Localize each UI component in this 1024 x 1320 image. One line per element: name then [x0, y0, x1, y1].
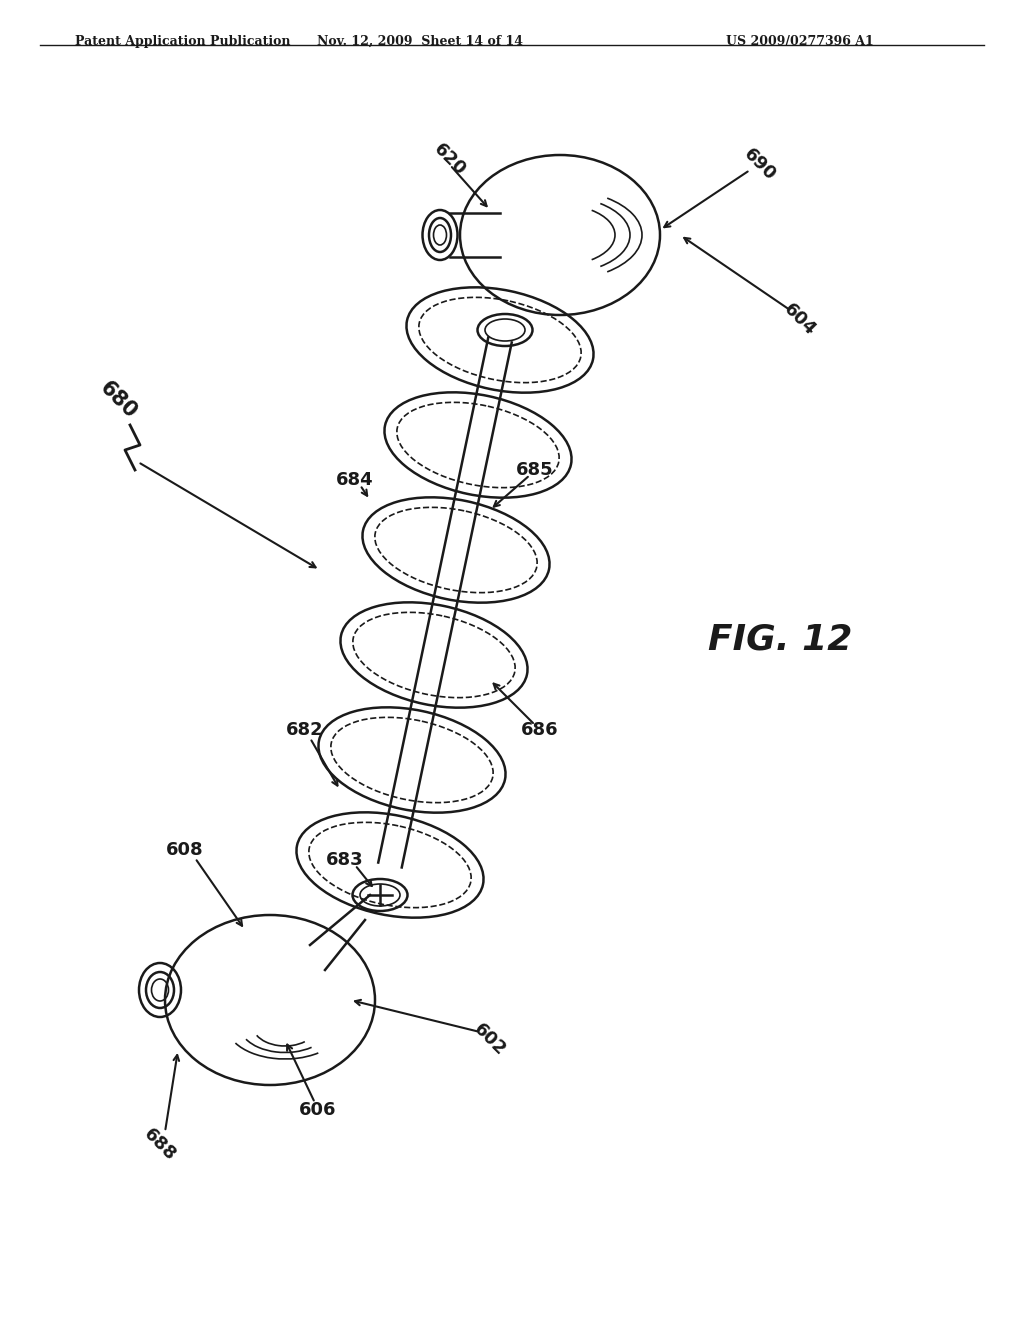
- Text: 682: 682: [286, 721, 324, 739]
- Text: FIG. 12: FIG. 12: [708, 623, 852, 657]
- Text: 690: 690: [740, 145, 779, 185]
- Text: 685: 685: [516, 461, 554, 479]
- Text: Patent Application Publication: Patent Application Publication: [75, 36, 291, 48]
- Text: 680: 680: [95, 378, 140, 422]
- Text: Nov. 12, 2009  Sheet 14 of 14: Nov. 12, 2009 Sheet 14 of 14: [317, 36, 523, 48]
- Text: 608: 608: [166, 841, 204, 859]
- Text: 684: 684: [336, 471, 374, 488]
- Text: 686: 686: [521, 721, 559, 739]
- Text: 606: 606: [299, 1101, 337, 1119]
- Text: US 2009/0277396 A1: US 2009/0277396 A1: [726, 36, 873, 48]
- Text: 683: 683: [327, 851, 364, 869]
- Text: 604: 604: [780, 301, 819, 339]
- Text: 688: 688: [140, 1125, 179, 1164]
- Text: 602: 602: [470, 1020, 510, 1060]
- Text: 620: 620: [430, 140, 470, 180]
